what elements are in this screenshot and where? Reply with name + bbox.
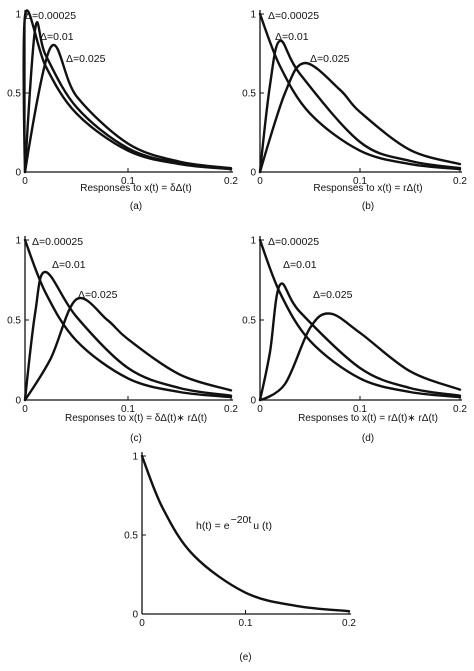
series-line bbox=[23, 238, 233, 399]
x-tick-label: 0 bbox=[139, 618, 145, 629]
x-tick-label: 0.1 bbox=[353, 176, 367, 187]
x-axis-label: Responses to x(t) = rΔ(t) bbox=[313, 183, 422, 194]
series-line bbox=[23, 270, 233, 402]
series-line bbox=[258, 282, 462, 402]
series-line bbox=[258, 12, 462, 171]
y-tick-label: 0 bbox=[15, 168, 21, 179]
y-tick-label: 0 bbox=[132, 610, 138, 621]
y-tick-label: 0 bbox=[250, 168, 256, 179]
panel-label: (d) bbox=[362, 433, 374, 444]
annotation-exponent: −20t bbox=[231, 514, 252, 526]
series-label: Δ=0.00025 bbox=[268, 10, 319, 22]
series-line bbox=[258, 39, 462, 174]
series-label: Δ=0.00025 bbox=[25, 10, 76, 22]
panel-label: (c) bbox=[130, 433, 142, 444]
y-tick-label: 1 bbox=[250, 10, 256, 21]
x-tick-label: 0.1 bbox=[353, 404, 367, 415]
series-label: Δ=0.025 bbox=[310, 53, 350, 65]
y-tick-label: 0 bbox=[15, 396, 21, 407]
series-label: Δ=0.01 bbox=[52, 259, 86, 271]
x-axis-label: Responses to x(t) = δΔ(t) bbox=[80, 183, 191, 194]
y-tick-label: 1 bbox=[132, 452, 138, 463]
y-tick-label: 0.5 bbox=[124, 531, 138, 542]
y-tick-label: 0 bbox=[250, 396, 256, 407]
series-line bbox=[258, 312, 462, 402]
x-tick-label: 0.1 bbox=[121, 404, 135, 415]
panel-label: (b) bbox=[362, 201, 374, 212]
series-label: Δ=0.01 bbox=[40, 31, 74, 43]
chart-panel-c: 0 0.1 0.2 0 0.5 1 Δ=0.00025 Δ=0.01 Δ=0.025 Respon… bbox=[7, 236, 238, 445]
x-tick-label: 0.2 bbox=[224, 176, 238, 187]
series-label: Δ=0.01 bbox=[275, 31, 309, 43]
series-line bbox=[140, 454, 351, 613]
x-tick-label: 0 bbox=[22, 176, 28, 187]
y-tick-label: 0.5 bbox=[7, 89, 21, 100]
x-tick-label: 0.2 bbox=[453, 404, 467, 415]
x-tick-label: 0.2 bbox=[342, 618, 356, 629]
chart-panel-b: 0 0.1 0.2 0 0.5 1 Δ=0.00025 Δ=0.01Δ=0.025 Respon… bbox=[242, 10, 467, 213]
series-line bbox=[23, 21, 233, 174]
panel-label: (e) bbox=[239, 652, 251, 663]
x-tick-label: 0.2 bbox=[224, 404, 238, 415]
chart-panel-a: 0 0.1 0.2 0 0.5 1 Δ=0.00025 Δ=0.01 Δ=0.025 Respon… bbox=[7, 10, 238, 213]
series-label: Δ=0.025 bbox=[78, 289, 118, 301]
y-tick-label: 1 bbox=[15, 10, 21, 21]
series-line bbox=[258, 61, 462, 174]
series-line bbox=[23, 296, 233, 402]
y-tick-label: 0.5 bbox=[242, 89, 256, 100]
y-tick-label: 1 bbox=[250, 236, 256, 247]
series-label: Δ=0.00025 bbox=[32, 236, 83, 248]
series-label: Δ=0.025 bbox=[313, 289, 353, 301]
series-line bbox=[23, 43, 233, 174]
x-tick-label: 0 bbox=[257, 176, 263, 187]
series-label: Δ=0.025 bbox=[66, 53, 106, 65]
chart-panel-d: 0 0.1 0.2 0 0.5 1 Δ=0.00025 Δ=0.01 Δ=0.025 Respon… bbox=[242, 236, 467, 445]
series-label: Δ=0.01 bbox=[283, 259, 317, 271]
series-label: Δ=0.00025 bbox=[268, 236, 319, 248]
x-tick-label: 0.2 bbox=[453, 176, 467, 187]
chart-panel-e: 0 0.1 0.2 0 0.5 1 h(t) = e −20t u (t) (e) bbox=[124, 452, 356, 664]
annotation-tail: u (t) bbox=[253, 520, 272, 532]
y-tick-label: 1 bbox=[15, 236, 21, 247]
x-tick-label: 0.1 bbox=[239, 618, 253, 629]
x-tick-label: 0.1 bbox=[121, 176, 135, 187]
y-tick-label: 0.5 bbox=[242, 316, 256, 327]
x-tick-label: 0 bbox=[257, 404, 263, 415]
x-axis-label: Responses to x(t) = rΔ(t)∗ rΔ(t) bbox=[298, 413, 438, 424]
x-tick-label: 0 bbox=[22, 404, 28, 415]
y-tick-label: 0.5 bbox=[7, 316, 21, 327]
x-axis-label: Responses to x(t) = δΔ(t)∗ rΔ(t) bbox=[65, 413, 207, 424]
annotation-base: h(t) = e bbox=[196, 520, 230, 532]
panel-label: (a) bbox=[130, 201, 142, 212]
